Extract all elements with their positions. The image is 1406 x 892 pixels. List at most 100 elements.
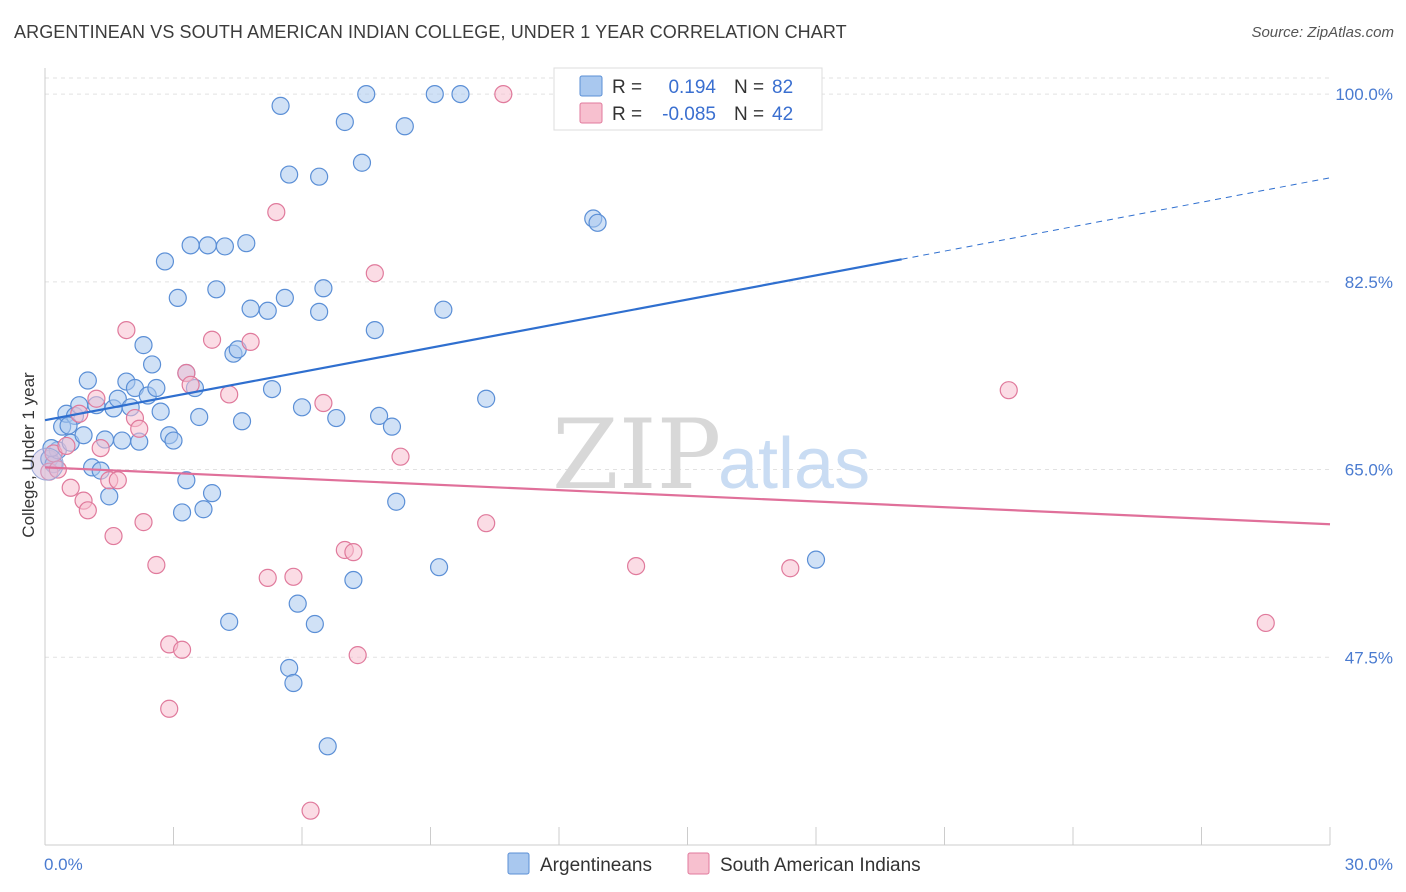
point-argentineans <box>215 237 234 256</box>
bottom-legend-swatch-argentineans <box>507 852 530 875</box>
point-argentineans <box>220 612 239 631</box>
point-argentineans <box>181 236 200 255</box>
point-argentineans <box>588 213 607 232</box>
point-south-american-indians <box>1256 613 1275 633</box>
point-south-american-indians <box>241 332 260 351</box>
point-south-american-indians <box>365 264 384 283</box>
point-argentineans <box>318 737 337 756</box>
y-axis-label: College, Under 1 year <box>19 372 38 538</box>
point-argentineans <box>112 431 132 450</box>
point-argentineans <box>280 658 299 678</box>
point-argentineans <box>168 288 187 308</box>
y-tick-label: 100.0% <box>1335 85 1393 104</box>
point-argentineans <box>59 416 78 435</box>
point-south-american-indians <box>104 526 123 546</box>
y-tick-labels: 100.0% 82.5% 65.0% 47.5% <box>1335 85 1393 667</box>
x-tick-label-max: 30.0% <box>1345 855 1393 874</box>
point-argentineans <box>258 301 277 320</box>
point-argentineans <box>262 379 282 399</box>
point-argentineans <box>310 302 329 321</box>
point-argentineans <box>395 117 414 136</box>
point-argentineans <box>387 492 406 511</box>
x-tick-label-min: 0.0% <box>44 855 83 874</box>
point-south-american-indians <box>267 202 286 222</box>
x-tick-labels: 0.0% 30.0% <box>44 855 1393 874</box>
point-argentineans <box>382 417 402 436</box>
legend-r-value-south-american-indians: -0.085 <box>662 104 716 125</box>
watermark-atlas: atlas <box>718 424 870 504</box>
point-south-american-indians <box>284 567 303 586</box>
point-south-american-indians <box>626 556 646 576</box>
point-argentineans <box>100 487 119 506</box>
point-south-american-indians <box>477 514 496 533</box>
point-argentineans <box>288 594 307 613</box>
legend-r-value-argentineans: 0.194 <box>668 77 716 98</box>
point-south-american-indians <box>160 699 179 718</box>
point-argentineans <box>194 500 213 519</box>
trend-line-argentineans-extension <box>901 177 1331 260</box>
point-south-american-indians <box>301 801 320 820</box>
point-argentineans <box>280 165 299 184</box>
bottom-legend-south-american-indians: South American Indians <box>720 855 921 876</box>
point-argentineans <box>78 371 97 390</box>
point-argentineans <box>425 84 444 104</box>
legend-r-label-2: R = <box>612 104 642 125</box>
point-south-american-indians <box>130 419 149 438</box>
y-tick-label: 82.5% <box>1345 273 1393 292</box>
point-argentineans <box>142 355 162 374</box>
point-argentineans <box>241 299 260 318</box>
point-south-american-indians <box>781 559 800 578</box>
point-argentineans <box>305 614 324 634</box>
point-south-american-indians <box>494 84 513 104</box>
legend-n-value-argentineans: 82 <box>772 77 793 98</box>
point-argentineans <box>357 84 376 104</box>
point-argentineans <box>292 398 312 417</box>
legend-swatch-south-american-indians <box>579 102 603 124</box>
gridlines <box>45 77 1330 658</box>
point-south-american-indians <box>91 438 110 458</box>
legend-n-label-2: N = <box>734 104 764 125</box>
point-south-american-indians <box>134 513 153 532</box>
point-argentineans <box>429 558 449 577</box>
bottom-legend-swatch-south-american-indians <box>687 852 710 875</box>
point-south-american-indians <box>48 460 67 479</box>
point-south-american-indians <box>57 436 76 456</box>
trend-lines <box>44 177 1331 526</box>
point-south-american-indians <box>78 501 97 520</box>
point-argentineans <box>134 336 153 355</box>
point-argentineans <box>370 406 389 426</box>
point-argentineans <box>352 153 372 172</box>
point-argentineans <box>207 280 226 299</box>
point-argentineans <box>314 279 333 298</box>
legend-swatch-argentineans <box>579 75 603 97</box>
bottom-legend-argentineans: Argentineans <box>540 855 652 876</box>
point-south-american-indians <box>61 478 80 497</box>
point-argentineans <box>284 673 303 693</box>
point-argentineans <box>451 84 470 104</box>
point-argentineans <box>327 408 346 428</box>
point-south-american-indians <box>108 471 127 490</box>
point-argentineans <box>806 550 826 569</box>
point-argentineans <box>172 503 192 522</box>
point-argentineans <box>190 407 209 427</box>
point-south-american-indians <box>999 381 1018 400</box>
point-argentineans <box>147 378 166 398</box>
point-south-american-indians <box>314 393 333 413</box>
point-south-american-indians <box>87 389 106 408</box>
point-argentineans <box>434 300 453 319</box>
point-cluster <box>30 447 64 481</box>
watermark: ZIP atlas <box>552 399 870 511</box>
source-label: Source: ZipAtlas.com <box>1251 24 1394 41</box>
point-argentineans <box>74 426 93 445</box>
point-argentineans <box>151 402 170 421</box>
point-south-american-indians <box>202 330 222 349</box>
point-south-american-indians <box>391 447 410 466</box>
legend-n-label: N = <box>734 77 764 98</box>
point-south-american-indians <box>117 320 136 340</box>
point-south-american-indians <box>220 385 239 404</box>
watermark-zip: ZIP <box>552 399 721 511</box>
y-tick-label: 47.5% <box>1345 648 1393 667</box>
point-argentineans <box>275 288 294 308</box>
point-argentineans <box>202 484 222 503</box>
